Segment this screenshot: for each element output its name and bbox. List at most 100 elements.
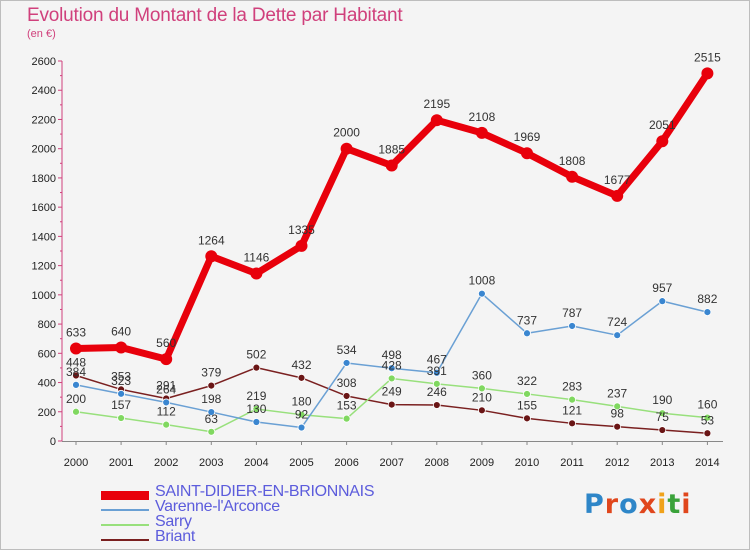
- x-tick-label: 2009: [470, 457, 494, 469]
- data-label: 63: [205, 412, 219, 426]
- legend-label: Sarry: [155, 513, 192, 530]
- y-tick-label: 2600: [32, 56, 56, 68]
- logo-letter: i: [681, 489, 692, 520]
- data-point: [117, 414, 125, 422]
- data-label: 237: [607, 386, 627, 400]
- data-point: [117, 389, 125, 398]
- data-label: 633: [66, 325, 86, 339]
- data-point: [477, 289, 486, 298]
- data-label: 121: [562, 403, 582, 417]
- data-point: [430, 114, 443, 127]
- data-point: [385, 159, 398, 172]
- data-label: 249: [382, 385, 402, 399]
- data-label: 737: [517, 313, 537, 327]
- data-label: 353: [111, 369, 131, 383]
- data-point: [703, 308, 712, 316]
- logo-letter: x: [638, 489, 658, 520]
- data-point: [656, 135, 669, 148]
- data-point: [252, 405, 261, 413]
- logo-letter: P: [584, 489, 605, 520]
- data-label: 155: [517, 398, 537, 412]
- data-point: [342, 414, 351, 423]
- data-label: 1008: [469, 274, 496, 288]
- data-point: [72, 371, 80, 380]
- data-label: 291: [156, 378, 176, 392]
- data-label: 379: [201, 366, 221, 380]
- data-point: [72, 407, 80, 416]
- proxiti-logo: Proxiti: [584, 489, 692, 520]
- y-tick-label: 800: [38, 319, 56, 331]
- data-label: 92: [295, 408, 309, 422]
- data-label: 53: [701, 413, 715, 427]
- data-point: [658, 297, 667, 306]
- logo-letter: r: [604, 489, 620, 520]
- data-label: 190: [652, 393, 672, 407]
- x-tick-label: 2008: [425, 457, 449, 469]
- data-label: 2051: [649, 118, 676, 132]
- data-point: [613, 422, 622, 431]
- legend-label: SAINT-DIDIER-EN-BRIONNAIS: [155, 483, 375, 500]
- data-label: 2108: [469, 110, 496, 124]
- y-tick-label: 1400: [32, 231, 56, 243]
- data-label: 98: [611, 407, 625, 421]
- data-point: [566, 170, 579, 183]
- data-label: 308: [337, 376, 357, 390]
- data-point: [252, 363, 261, 372]
- y-tick-label: 1600: [32, 202, 56, 214]
- data-point: [387, 400, 396, 409]
- data-point: [432, 379, 441, 388]
- data-label: 724: [607, 315, 627, 329]
- data-label: 200: [66, 392, 86, 406]
- data-label: 560: [156, 336, 176, 350]
- data-point: [701, 67, 714, 80]
- data-point: [568, 419, 576, 428]
- data-label: 384: [66, 365, 86, 379]
- data-label: 180: [291, 395, 311, 409]
- data-point: [115, 341, 128, 354]
- data-label: 534: [337, 343, 357, 357]
- legend-label: Briant: [155, 528, 195, 545]
- data-label: 198: [201, 392, 221, 406]
- data-label: 957: [652, 281, 672, 295]
- data-label: 1808: [559, 154, 586, 168]
- data-label: 1885: [378, 143, 405, 157]
- x-tick-label: 2013: [650, 457, 674, 469]
- legend-swatch: [101, 509, 149, 511]
- x-tick-label: 2006: [334, 457, 358, 469]
- data-label: 882: [697, 292, 717, 306]
- data-label: 2515: [694, 50, 721, 64]
- data-point: [295, 239, 308, 252]
- data-label: 1146: [243, 251, 269, 265]
- data-label: 498: [382, 348, 402, 362]
- data-point: [160, 353, 173, 366]
- data-point: [297, 373, 306, 382]
- data-point: [207, 381, 216, 390]
- data-point: [432, 401, 441, 409]
- legend-label: Varenne-l'Arconce: [155, 498, 280, 515]
- chart-title: Evolution du Montant de la Dette par Hab…: [27, 5, 403, 26]
- data-point: [523, 414, 531, 423]
- data-point: [523, 390, 531, 398]
- data-point: [72, 380, 80, 389]
- data-point: [658, 409, 667, 418]
- data-point: [475, 126, 488, 139]
- x-tick-label: 2014: [695, 457, 719, 469]
- data-point: [205, 250, 218, 263]
- data-point: [162, 420, 171, 429]
- x-tick-label: 2004: [244, 457, 268, 469]
- data-label: 787: [562, 306, 582, 320]
- data-label: 75: [656, 410, 670, 424]
- data-point: [432, 368, 441, 377]
- y-tick-label: 1000: [32, 290, 56, 302]
- data-point: [207, 427, 216, 436]
- data-label: 322: [517, 374, 537, 388]
- data-point: [658, 426, 667, 434]
- data-label: 1677: [604, 173, 631, 187]
- data-label: 2195: [423, 97, 450, 111]
- legend-swatch: [101, 524, 149, 526]
- y-tick-label: 400: [38, 378, 56, 390]
- data-label: 448: [66, 356, 86, 370]
- data-point: [207, 408, 216, 416]
- data-label: 640: [111, 324, 131, 338]
